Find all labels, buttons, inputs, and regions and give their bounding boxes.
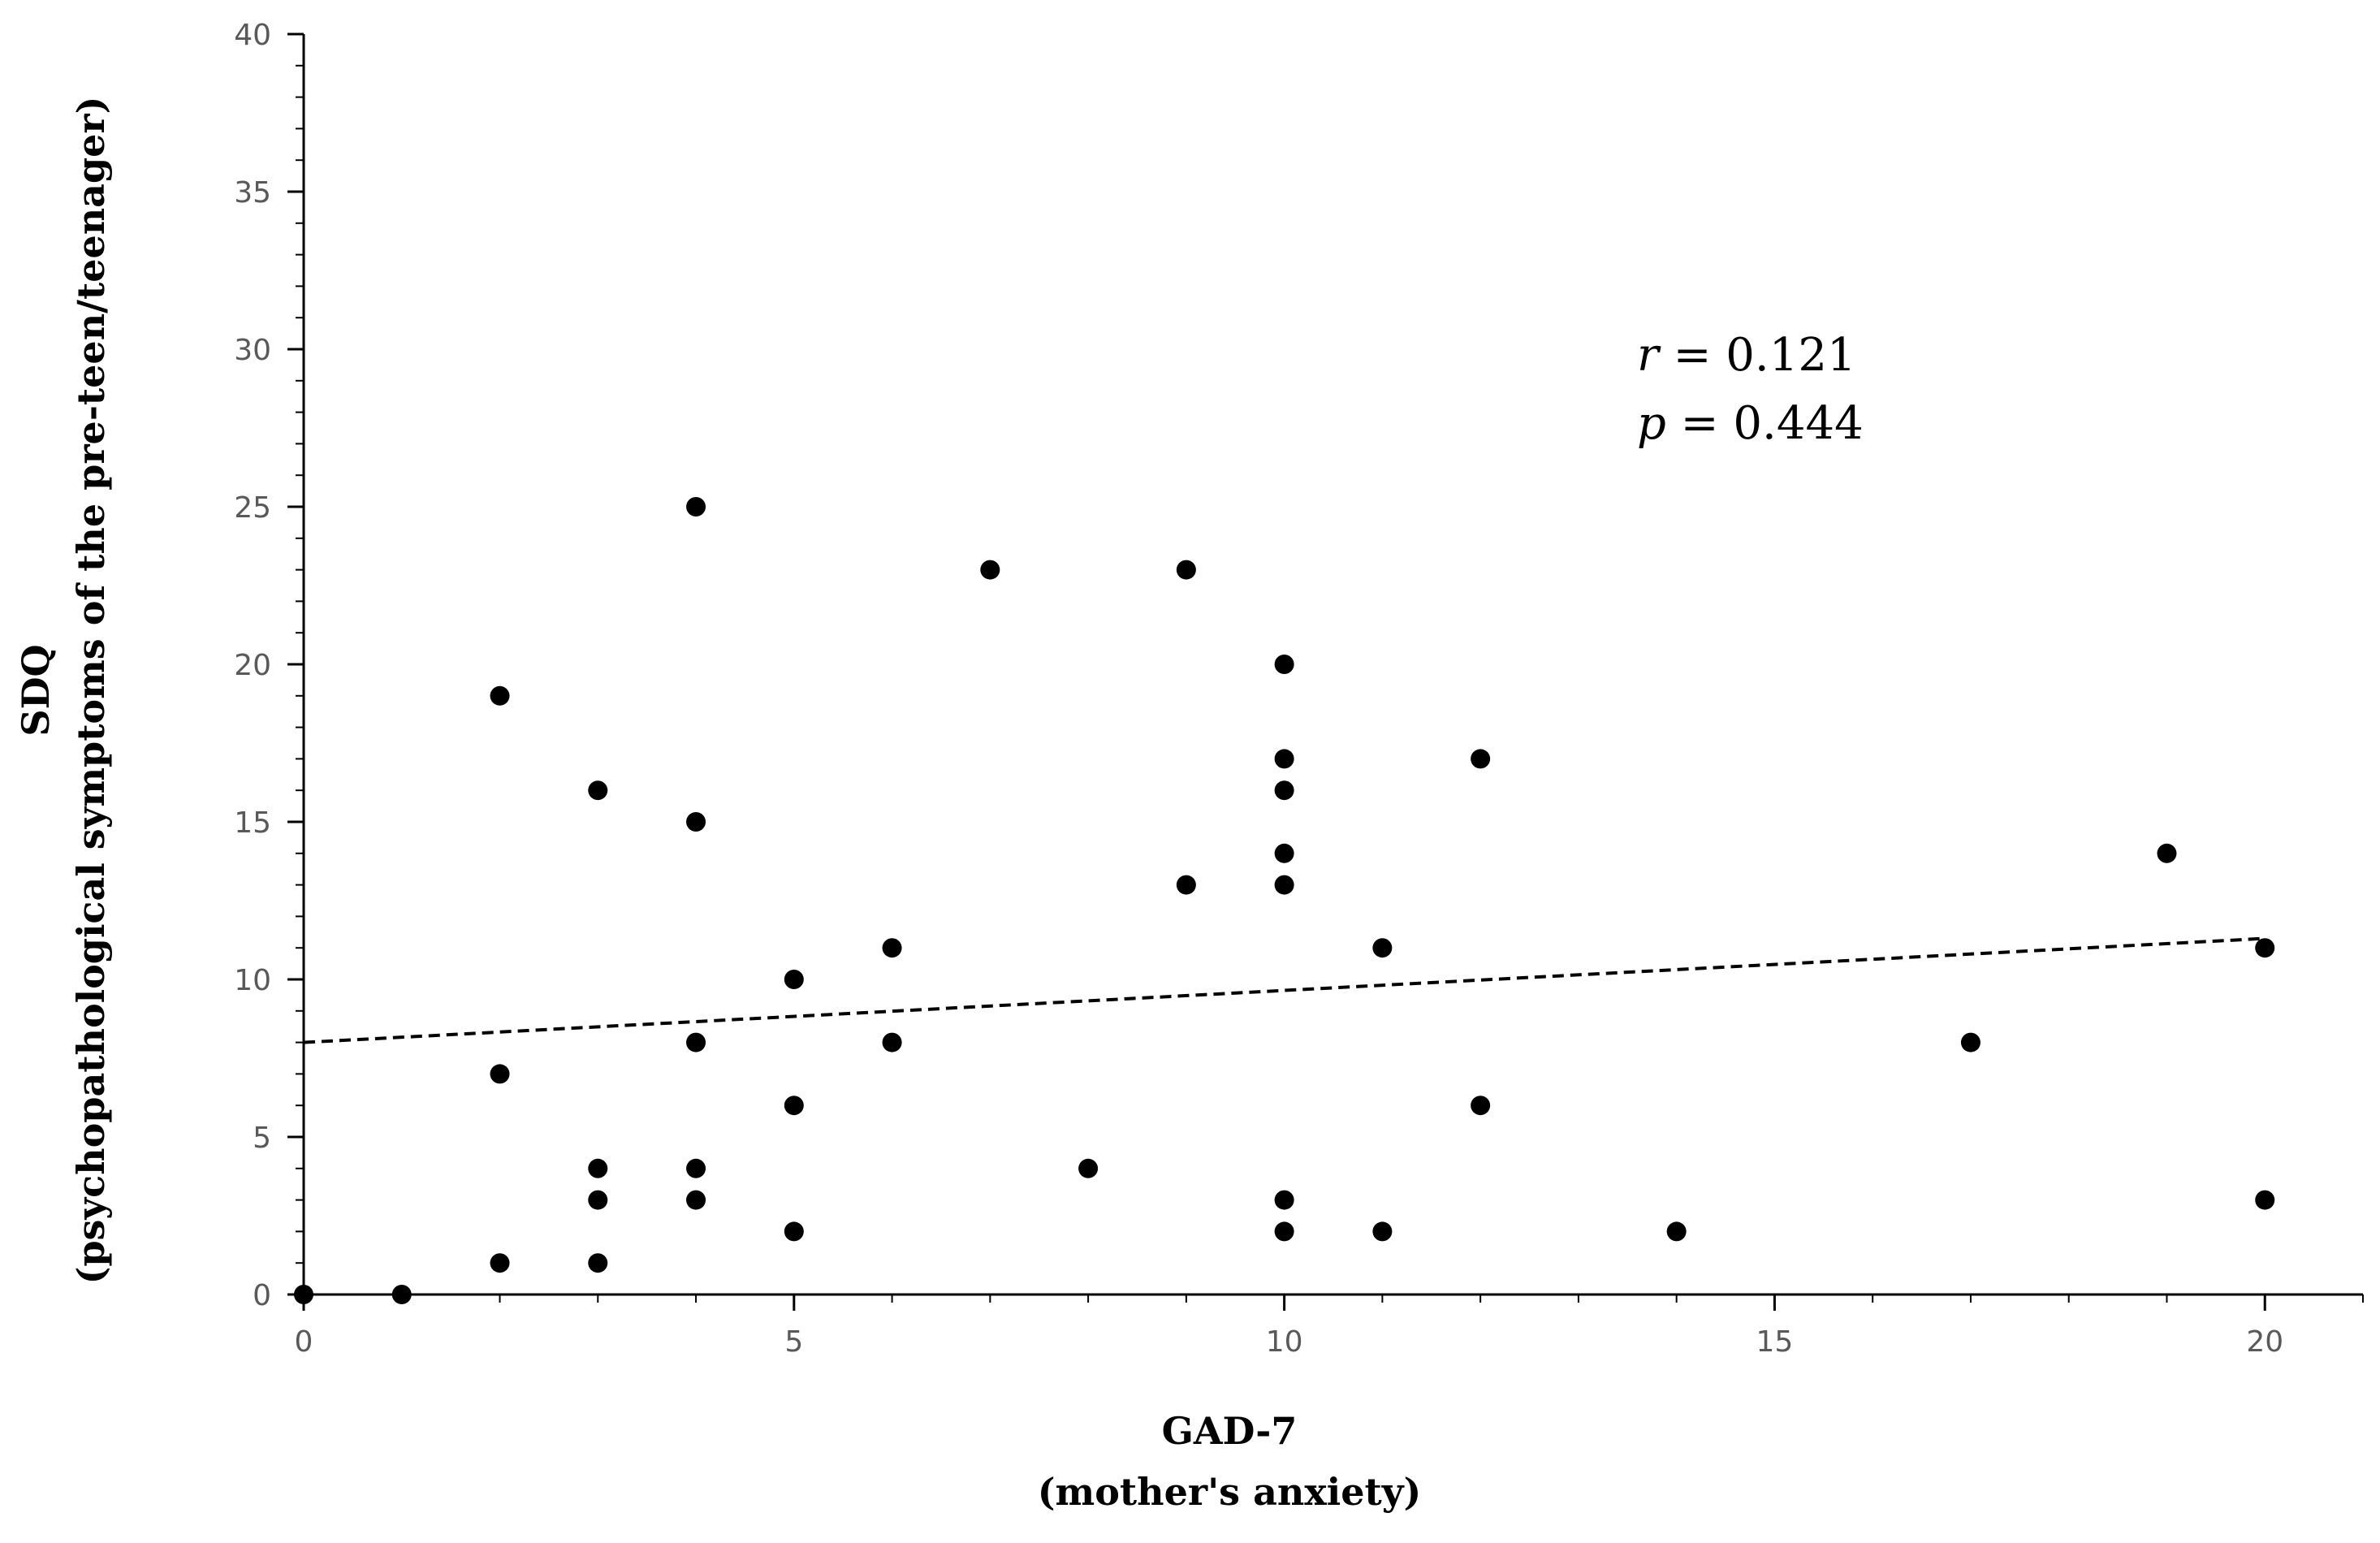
points (294, 497, 2275, 1304)
data-point (1471, 749, 1491, 769)
data-point (1274, 875, 1294, 895)
x-tick-label: 15 (1756, 1325, 1794, 1359)
x-axis-title: GAD-7 (1162, 1409, 1298, 1453)
data-point (784, 1096, 804, 1116)
y-tick-label: 40 (234, 19, 271, 52)
p-value: = 0.444 (1666, 397, 1864, 450)
data-point (294, 1285, 313, 1304)
y-tick-label: 35 (234, 176, 271, 210)
data-point (1960, 1032, 1980, 1052)
r-symbol: r (1637, 329, 1661, 382)
trendline (303, 936, 2266, 1044)
data-point (1176, 875, 1196, 895)
r-annotation: r = 0.121 (1637, 329, 1856, 382)
data-point (980, 560, 1000, 580)
data-point (784, 970, 804, 989)
y-tick-label: 20 (234, 649, 271, 682)
data-point (686, 1190, 706, 1210)
data-point (686, 1032, 706, 1052)
data-point (2255, 1190, 2275, 1210)
tick-labels: 0 5 10 15 20 25 30 35 40 0 5 10 15 20 (234, 19, 2283, 1359)
data-point (490, 1064, 510, 1084)
data-point (2157, 843, 2177, 863)
y-tick-label: 25 (234, 491, 271, 525)
x-tick-label: 0 (295, 1325, 313, 1359)
p-symbol: p (1637, 397, 1666, 450)
data-point (1274, 1221, 1294, 1242)
data-point (1372, 1221, 1393, 1242)
data-point (1274, 655, 1294, 674)
x-tick-label: 10 (1266, 1325, 1303, 1359)
r-value: = 0.121 (1659, 329, 1856, 382)
data-point (490, 685, 510, 706)
y-axis-subtitle: (psychopathological symptoms of the pre-… (69, 97, 113, 1285)
y-tick-label: 10 (234, 964, 271, 997)
data-point (784, 1221, 804, 1242)
trendline-group (303, 936, 2266, 1044)
data-point (1176, 560, 1196, 580)
data-point (588, 1158, 608, 1178)
data-point (1372, 938, 1393, 958)
data-point (686, 1158, 706, 1178)
data-point (391, 1285, 412, 1304)
data-point (1274, 1190, 1294, 1210)
data-point (1274, 749, 1294, 769)
x-tick-label: 20 (2246, 1325, 2283, 1359)
data-point (1274, 780, 1294, 801)
p-annotation: p = 0.444 (1637, 397, 1864, 450)
y-tick-label: 5 (253, 1122, 271, 1155)
x-tick-label: 5 (784, 1325, 803, 1359)
y-tick-label: 0 (253, 1279, 271, 1312)
data-point (882, 1032, 902, 1052)
data-point (1666, 1221, 1687, 1242)
data-point (686, 497, 706, 516)
data-point (588, 780, 608, 801)
data-point (882, 938, 902, 958)
data-point (588, 1253, 608, 1273)
data-point (1078, 1158, 1099, 1178)
data-point (490, 1253, 510, 1273)
data-point (588, 1190, 608, 1210)
x-axis-subtitle: (mother's anxiety) (1038, 1470, 1421, 1514)
data-point (2255, 938, 2275, 958)
y-tick-label: 30 (234, 334, 271, 367)
data-point (1471, 1096, 1491, 1116)
y-axis-title: SDQ (14, 644, 58, 736)
data-point (686, 812, 706, 832)
y-tick-label: 15 (234, 806, 271, 840)
data-point (1274, 843, 1294, 863)
